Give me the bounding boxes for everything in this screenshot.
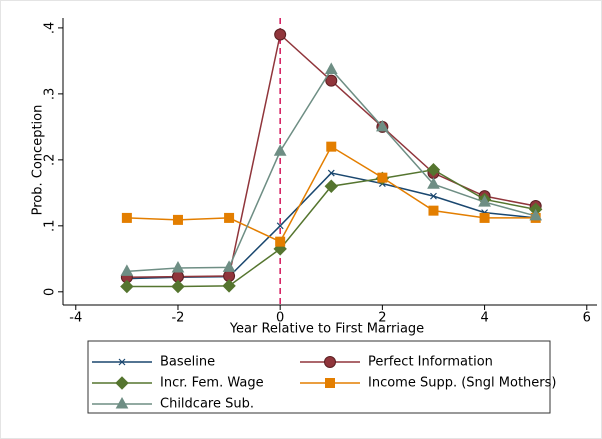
marker bbox=[120, 279, 134, 294]
marker bbox=[478, 195, 491, 207]
marker bbox=[324, 179, 338, 193]
x-tick-label: -4 bbox=[69, 311, 82, 326]
x-tick-label: 4 bbox=[480, 311, 488, 326]
marker bbox=[324, 62, 338, 74]
y-tick-label: .4 bbox=[43, 22, 58, 34]
marker bbox=[326, 141, 337, 152]
y-tick-label: .2 bbox=[43, 154, 58, 166]
x-tick-label: -2 bbox=[171, 311, 184, 326]
legend-label: Childcare Sub. bbox=[160, 397, 254, 412]
marker bbox=[376, 119, 389, 132]
marker bbox=[377, 172, 388, 183]
legend-label: Incr. Fem. Wage bbox=[160, 376, 264, 391]
x-tick-label: 6 bbox=[583, 311, 591, 326]
marker bbox=[274, 28, 287, 41]
legend-marker bbox=[325, 378, 335, 388]
legend-marker bbox=[324, 356, 336, 368]
marker bbox=[275, 236, 286, 247]
legend-marker bbox=[118, 358, 126, 366]
marker bbox=[172, 214, 183, 225]
marker bbox=[427, 177, 440, 189]
legend-label: Income Supp. (Sngl Mothers) bbox=[368, 376, 556, 391]
y-tick-label: 0 bbox=[43, 288, 58, 296]
y-axis-title: Prob. Conception bbox=[31, 105, 46, 216]
marker bbox=[430, 192, 437, 200]
marker bbox=[428, 205, 439, 216]
marker bbox=[276, 222, 284, 230]
marker bbox=[479, 212, 490, 223]
marker bbox=[120, 264, 134, 276]
marker bbox=[325, 74, 338, 87]
x-axis-title: Year Relative to First Marriage bbox=[229, 322, 424, 337]
y-tick-label: .1 bbox=[43, 220, 58, 232]
legend-label: Baseline bbox=[160, 355, 215, 370]
marker bbox=[224, 212, 235, 223]
x-tick-label: 0 bbox=[276, 311, 284, 326]
legend-label: Perfect Information bbox=[368, 355, 493, 370]
marker bbox=[529, 208, 543, 221]
marker bbox=[273, 144, 287, 156]
legend-marker bbox=[115, 376, 129, 390]
marker bbox=[121, 212, 132, 223]
marker bbox=[171, 279, 185, 294]
marker bbox=[222, 279, 236, 293]
marker bbox=[327, 169, 335, 177]
y-tick-label: .3 bbox=[43, 88, 58, 100]
legend-box bbox=[87, 340, 551, 414]
x-tick-label: 2 bbox=[378, 311, 386, 326]
marker bbox=[222, 260, 236, 272]
marker bbox=[426, 163, 441, 177]
marker bbox=[171, 261, 185, 273]
legend-marker bbox=[115, 396, 129, 409]
